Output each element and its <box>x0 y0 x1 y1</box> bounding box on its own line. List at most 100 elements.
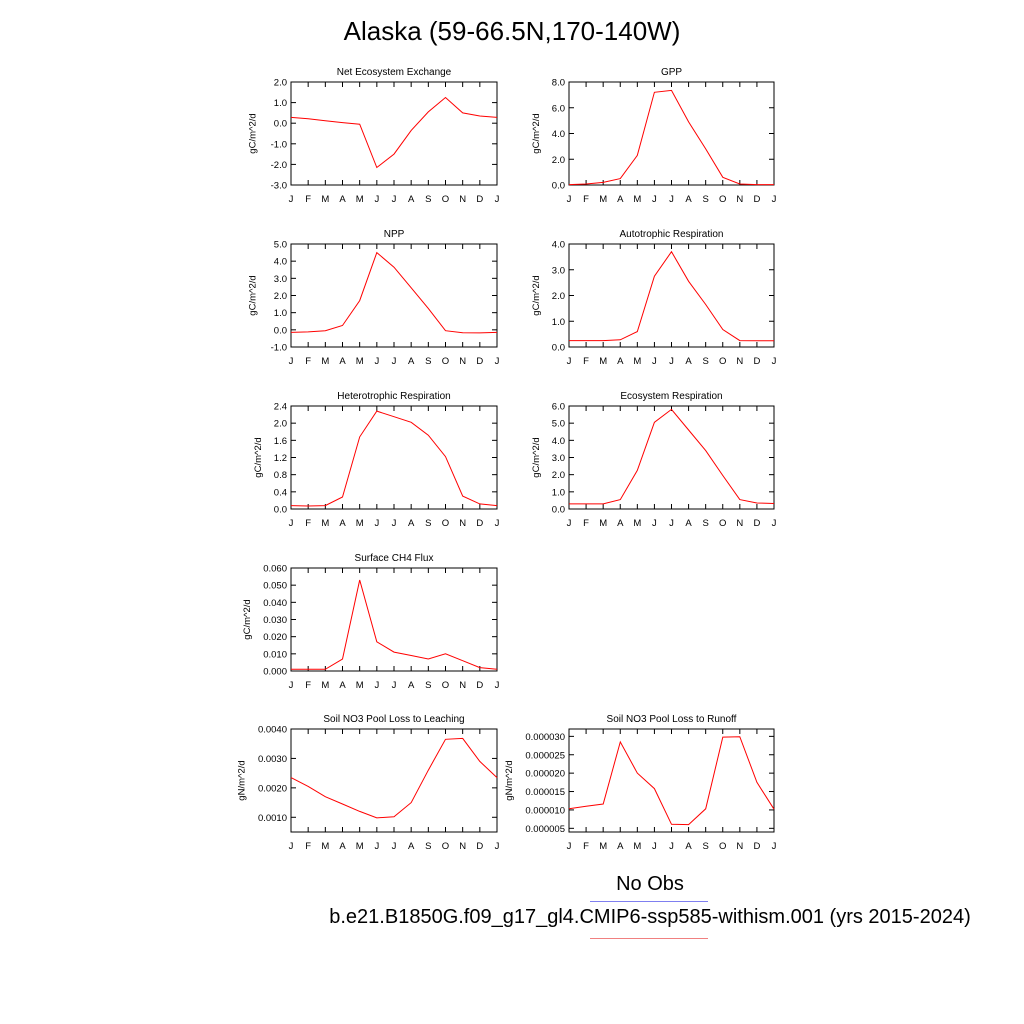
x-tick-label: N <box>459 356 466 367</box>
y-tick-label: 2.0 <box>552 155 565 166</box>
series-line <box>291 579 498 670</box>
y-axis-label: gC/m^2/d <box>242 599 253 639</box>
plot-frame <box>568 728 775 833</box>
x-tick-label: N <box>459 194 466 205</box>
x-tick-label: D <box>476 356 483 367</box>
x-tick-label: O <box>719 194 726 205</box>
x-tick-label: O <box>719 518 726 529</box>
series-line <box>290 251 498 334</box>
x-tick-label: M <box>321 518 329 529</box>
x-tick-label: F <box>305 194 311 205</box>
y-tick-label: 0.000020 <box>525 769 565 780</box>
x-tick-label: A <box>685 194 692 205</box>
x-tick-label: F <box>583 841 589 852</box>
x-tick-label: J <box>669 194 674 205</box>
x-tick-label: O <box>442 680 449 691</box>
plot-frame <box>290 405 498 510</box>
y-tick-label: -1.0 <box>271 139 287 150</box>
y-tick-label: 6.0 <box>552 103 565 114</box>
x-tick-label: N <box>459 841 466 852</box>
y-tick-label: -3.0 <box>271 181 287 192</box>
panel-title: Soil NO3 Pool Loss to Runoff <box>607 714 737 725</box>
x-tick-label: A <box>617 518 624 529</box>
panel-title: GPP <box>661 67 682 78</box>
x-tick-label: J <box>392 356 397 367</box>
x-tick-label: A <box>685 841 692 852</box>
y-tick-label: 1.6 <box>274 436 287 447</box>
x-tick-label: J <box>669 841 674 852</box>
legend-obs-label: No Obs <box>616 873 684 895</box>
x-tick-label: N <box>736 194 743 205</box>
x-tick-label: J <box>495 680 500 691</box>
x-tick-label: A <box>617 356 624 367</box>
x-tick-label: J <box>495 841 500 852</box>
y-tick-label: 4.0 <box>552 436 565 447</box>
x-tick-label: J <box>772 518 777 529</box>
panel-title: Surface CH4 Flux <box>355 553 434 564</box>
plot-frame <box>290 81 498 186</box>
panel-title: Autotrophic Respiration <box>620 229 724 240</box>
panel-title: Ecosystem Respiration <box>620 391 722 402</box>
x-tick-label: D <box>476 680 483 691</box>
x-tick-label: A <box>408 518 415 529</box>
plot-frame <box>568 243 775 348</box>
x-tick-label: O <box>442 841 449 852</box>
y-tick-label: 4.0 <box>274 257 287 268</box>
x-tick-label: N <box>736 356 743 367</box>
x-tick-label: F <box>305 680 311 691</box>
panel-title: Net Ecosystem Exchange <box>337 67 452 78</box>
x-tick-label: M <box>321 194 329 205</box>
x-tick-label: S <box>702 356 708 367</box>
x-tick-label: O <box>442 194 449 205</box>
y-tick-label: 1.2 <box>274 453 287 464</box>
y-axis-label: gC/m^2/d <box>247 113 258 153</box>
x-tick-label: M <box>633 194 641 205</box>
x-tick-label: M <box>321 356 329 367</box>
y-tick-label: 1.0 <box>552 487 565 498</box>
y-tick-label: 2.0 <box>552 470 565 481</box>
x-tick-label: N <box>459 518 466 529</box>
x-tick-label: F <box>583 194 589 205</box>
plot-frame <box>290 243 498 348</box>
series-line <box>569 250 774 342</box>
y-tick-label: 5.0 <box>274 240 287 251</box>
y-axis-label: gC/m^2/d <box>531 275 542 315</box>
y-tick-label: -2.0 <box>271 160 287 171</box>
series-line <box>568 736 775 826</box>
x-tick-label: J <box>374 356 379 367</box>
y-tick-label: 2.4 <box>274 402 287 413</box>
x-tick-label: J <box>374 841 379 852</box>
x-tick-label: S <box>425 680 431 691</box>
y-tick-label: 0.010 <box>263 649 287 660</box>
y-tick-label: 8.0 <box>552 78 565 89</box>
x-tick-label: N <box>736 841 743 852</box>
y-tick-label: 2.0 <box>274 78 287 89</box>
x-tick-label: J <box>669 356 674 367</box>
series-line <box>290 737 498 819</box>
plot-frame <box>568 405 775 510</box>
plot-frame <box>568 81 775 186</box>
x-tick-label: J <box>567 518 572 529</box>
x-tick-label: J <box>392 680 397 691</box>
x-tick-label: J <box>374 194 379 205</box>
x-tick-label: S <box>702 841 708 852</box>
y-tick-label: 0.020 <box>263 632 287 643</box>
x-tick-label: M <box>356 518 364 529</box>
x-tick-label: J <box>567 841 572 852</box>
x-tick-label: S <box>702 518 708 529</box>
x-tick-label: J <box>772 194 777 205</box>
y-tick-label: 0.030 <box>263 615 287 626</box>
x-tick-label: J <box>392 518 397 529</box>
y-axis-label: gC/m^2/d <box>253 437 264 477</box>
y-tick-label: 6.0 <box>552 402 565 413</box>
x-tick-label: J <box>567 194 572 205</box>
legend-model-label: b.e21.B1850G.f09_g17_gl4.CMIP6-ssp585-wi… <box>329 906 971 928</box>
panel-title: NPP <box>384 229 405 240</box>
x-tick-label: A <box>408 356 415 367</box>
x-tick-label: J <box>392 194 397 205</box>
y-tick-label: 0.0010 <box>258 813 287 824</box>
